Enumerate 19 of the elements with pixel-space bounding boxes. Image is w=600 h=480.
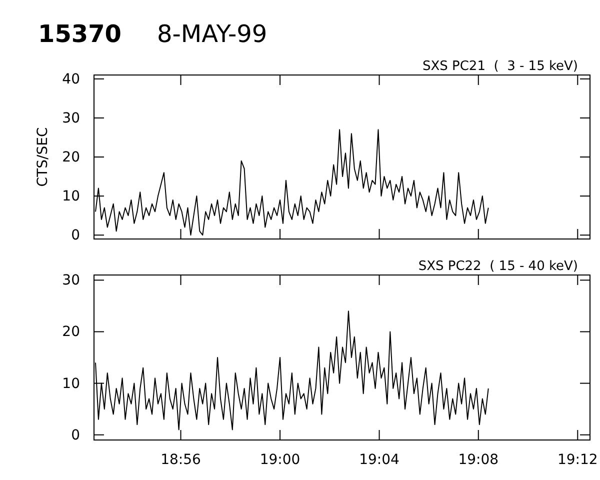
x-tick-label: 19:08: [458, 452, 499, 468]
y-tick-label: 10: [62, 188, 80, 205]
y-tick-label: 40: [62, 71, 80, 88]
chart-title: SXS PC21 ( 3 - 15 keV): [422, 59, 578, 74]
y-tick-label: 10: [62, 376, 80, 392]
y-axis-title: CTS/SEC: [35, 127, 51, 187]
text: 8-MAY-99: [157, 20, 268, 48]
x-tick-label: 19:00: [260, 452, 300, 468]
y-tick-label: 30: [62, 272, 80, 289]
y-tick-label: 20: [62, 324, 80, 340]
text: 15370: [38, 20, 122, 48]
y-tick-label: 20: [62, 149, 80, 166]
chart-title: SXS PC22 ( 15 - 40 keV): [418, 259, 578, 274]
y-tick-label: 0: [71, 228, 80, 244]
x-tick-label: 19:12: [557, 452, 598, 468]
x-tick-label: 18:56: [160, 452, 202, 468]
y-tick-label: 0: [71, 427, 80, 444]
y-tick-label: 30: [62, 110, 80, 126]
x-tick-label: 19:04: [359, 452, 400, 468]
